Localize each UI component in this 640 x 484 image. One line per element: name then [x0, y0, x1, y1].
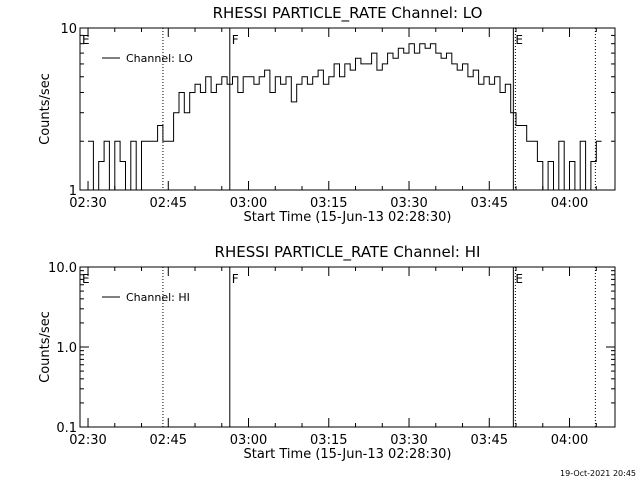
x-tick-label: 03:15 [310, 433, 347, 448]
chart-title: RHESSI PARTICLE_RATE Channel: HI [215, 243, 481, 262]
legend-label: Channel: LO [126, 52, 193, 65]
legend-label: Channel: HI [126, 291, 190, 304]
x-axis-label: Start Time (15-Jun-13 02:28:30) [244, 447, 452, 462]
y-tick-label: 1.0 [56, 341, 77, 356]
chart-panel-0: RHESSI PARTICLE_RATE Channel: LO 02:30 02:… [38, 4, 616, 225]
timestamp-label: 19-Oct-2021 20:45 [560, 469, 636, 478]
x-tick-label: 03:30 [390, 433, 427, 448]
event-marker-label: E [82, 272, 90, 286]
x-tick-label: 02:30 [69, 196, 106, 211]
event-marker-label: E [515, 33, 523, 47]
chart-panel-1: RHESSI PARTICLE_RATE Channel: HI 02:30 02:… [38, 243, 616, 462]
x-tick-label: 03:00 [230, 196, 267, 211]
x-tick-label: 03:30 [390, 196, 427, 211]
chart-title: RHESSI PARTICLE_RATE Channel: LO [213, 4, 483, 23]
x-tick-label: 04:00 [551, 433, 588, 448]
x-tick-label: 02:45 [150, 196, 187, 211]
event-marker-label: F [232, 272, 239, 286]
x-tick-label: 03:00 [230, 433, 267, 448]
y-tick-label: 1 [69, 184, 77, 199]
x-tick-label: 03:45 [471, 433, 508, 448]
y-tick-label: 10 [60, 22, 77, 37]
plot-frame [79, 27, 616, 191]
x-tick-label: 04:00 [551, 196, 588, 211]
x-tick-label: 03:45 [471, 196, 508, 211]
event-marker-label: E [82, 33, 90, 47]
x-tick-label: 02:45 [150, 433, 187, 448]
x-tick-label: 03:15 [310, 196, 347, 211]
y-axis-label: Counts/sec [38, 73, 53, 145]
x-axis-label: Start Time (15-Jun-13 02:28:30) [244, 210, 452, 225]
y-axis-label: Counts/sec [38, 311, 53, 383]
event-marker-label: E [515, 272, 523, 286]
y-tick-label: 10.0 [48, 261, 77, 276]
y-tick-label: 0.1 [56, 421, 77, 436]
x-tick-label: 02:30 [69, 433, 106, 448]
series-line-0 [88, 43, 602, 191]
event-marker-label: F [232, 33, 239, 47]
